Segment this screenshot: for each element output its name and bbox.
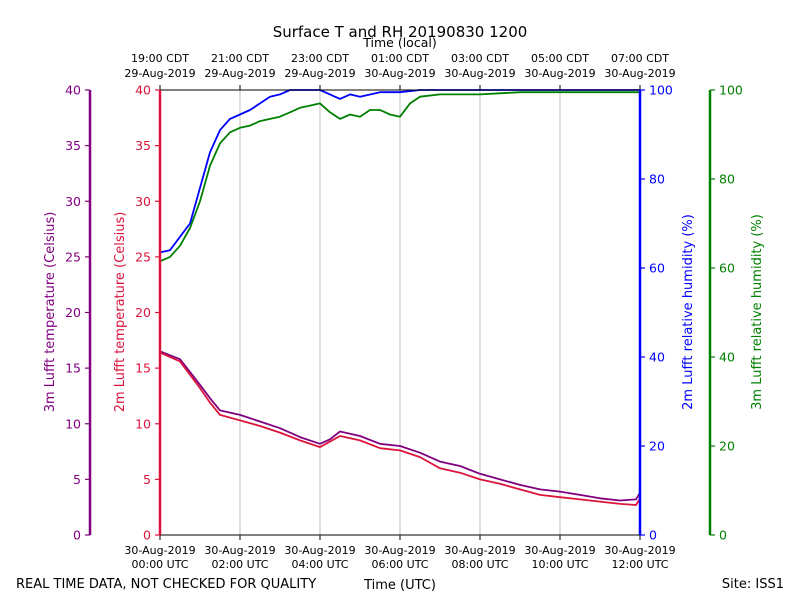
t2m-axis-label: 2m Lufft temperature (Celsius): [113, 212, 128, 413]
rh3m-axis-tick-label: 100: [719, 83, 743, 98]
t3m-axis-tick-label: 35: [65, 138, 81, 153]
t3m-axis-tick-label: 0: [73, 528, 81, 543]
chart-title: Surface T and RH 20190830 1200: [273, 23, 528, 41]
bottom-tick-label-time: 00:00 UTC: [131, 558, 188, 571]
rh2m-axis-tick-label: 20: [649, 439, 665, 454]
t2m-axis-tick-label: 5: [143, 472, 151, 487]
rh3m-axis-tick-label: 60: [719, 261, 735, 276]
bottom-tick-label-time: 02:00 UTC: [211, 558, 268, 571]
t3m-axis-tick-label: 15: [65, 361, 81, 376]
top-tick-label-date: 29-Aug-2019: [284, 67, 355, 80]
t2m-axis-tick-label: 15: [135, 361, 151, 376]
t2m-axis-tick-label: 20: [135, 305, 151, 320]
series-line: [159, 91, 640, 263]
rh3m-axis-tick-label: 80: [719, 172, 735, 187]
t2m-axis-tick-label: 25: [135, 249, 151, 264]
t2m-axis-tick-label: 0: [143, 528, 151, 543]
top-tick-label-date: 29-Aug-2019: [204, 67, 275, 80]
top-tick-label-time: 23:00 CDT: [291, 52, 349, 65]
rh2m-axis-tick-label: 0: [649, 528, 657, 543]
t3m-axis-tick-label: 30: [65, 194, 81, 209]
bottom-tick-label-date: 30-Aug-2019: [124, 544, 195, 557]
t3m-axis-tick-label: 25: [65, 249, 81, 264]
bottom-tick-label-date: 30-Aug-2019: [604, 544, 675, 557]
t2m-axis-tick-label: 35: [135, 138, 151, 153]
t3m-axis-tick-label: 5: [73, 472, 81, 487]
footer-quality-note: REAL TIME DATA, NOT CHECKED FOR QUALITY: [16, 577, 316, 592]
rh2m-axis-tick-label: 100: [649, 83, 673, 98]
rh3m-axis-label: 3m Lufft relative humidity (%): [750, 214, 765, 410]
bottom-tick-label-date: 30-Aug-2019: [444, 544, 515, 557]
bottom-tick-label-time: 12:00 UTC: [611, 558, 668, 571]
t3m-axis-label: 3m Lufft temperature (Celsius): [43, 212, 58, 413]
t2m-axis-tick-label: 40: [135, 83, 151, 98]
bottom-tick-label-time: 04:00 UTC: [291, 558, 348, 571]
site-label: Site: ISS1: [722, 577, 784, 592]
top-tick-label-time: 01:00 CDT: [371, 52, 429, 65]
rh2m-axis-tick-label: 80: [649, 172, 665, 187]
top-tick-label-date: 30-Aug-2019: [524, 67, 595, 80]
top-tick-label-date: 30-Aug-2019: [364, 67, 435, 80]
bottom-tick-label-date: 30-Aug-2019: [284, 544, 355, 557]
top-axis-label: Time (local): [362, 35, 436, 50]
top-tick-label-time: 19:00 CDT: [131, 52, 189, 65]
top-tick-label-date: 30-Aug-2019: [444, 67, 515, 80]
x-axis-label: Time (UTC): [363, 578, 436, 593]
series-line: [159, 351, 641, 506]
rh3m-axis-tick-label: 0: [719, 528, 727, 543]
top-tick-label-time: 03:00 CDT: [451, 52, 509, 65]
bottom-tick-label-date: 30-Aug-2019: [204, 544, 275, 557]
bottom-tick-label-date: 30-Aug-2019: [524, 544, 595, 557]
rh2m-axis-label: 2m Lufft relative humidity (%): [681, 214, 696, 410]
top-tick-label-date: 29-Aug-2019: [124, 67, 195, 80]
t2m-axis-tick-label: 10: [135, 416, 151, 431]
bottom-tick-label-time: 10:00 UTC: [531, 558, 588, 571]
rh3m-axis-tick-label: 40: [719, 350, 735, 365]
bottom-tick-label-time: 06:00 UTC: [371, 558, 428, 571]
top-tick-label-time: 21:00 CDT: [211, 52, 269, 65]
rh2m-axis-tick-label: 40: [649, 350, 665, 365]
t2m-axis-tick-label: 30: [135, 194, 151, 209]
t3m-axis-tick-label: 40: [65, 83, 81, 98]
bottom-tick-label-time: 08:00 UTC: [451, 558, 508, 571]
rh2m-axis-tick-label: 60: [649, 261, 665, 276]
top-tick-label-time: 05:00 CDT: [531, 52, 589, 65]
bottom-tick-label-date: 30-Aug-2019: [364, 544, 435, 557]
top-tick-label-time: 07:00 CDT: [611, 52, 669, 65]
t3m-axis-tick-label: 20: [65, 305, 81, 320]
series-line: [159, 350, 641, 502]
rh3m-axis-tick-label: 20: [719, 439, 735, 454]
top-tick-label-date: 30-Aug-2019: [604, 67, 675, 80]
t3m-axis-tick-label: 10: [65, 416, 81, 431]
